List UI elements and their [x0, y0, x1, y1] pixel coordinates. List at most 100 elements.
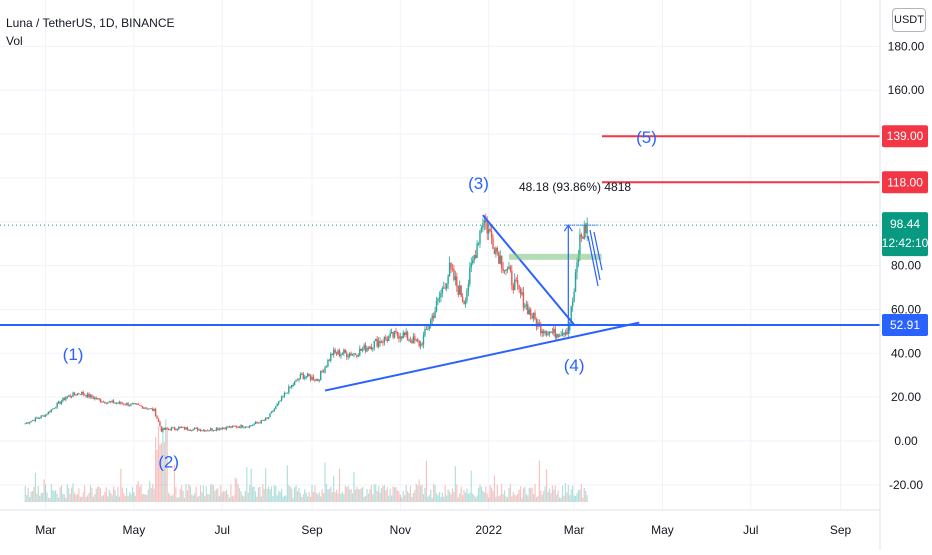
candle-body: [538, 322, 541, 325]
volume-bar: [375, 484, 377, 502]
currency-unit-button[interactable]: USDT: [892, 8, 926, 32]
volume-bar: [405, 485, 407, 502]
volume-bar: [253, 486, 255, 502]
candle-body: [140, 405, 142, 407]
trendline: [324, 321, 640, 392]
grid: [0, 0, 880, 510]
volume-bar: [483, 492, 485, 502]
candle-body: [250, 425, 252, 427]
candle-body: [34, 417, 37, 422]
volume-bar: [240, 491, 242, 502]
candle-body: [217, 428, 219, 430]
volume-bar: [69, 493, 71, 502]
x-tick-label: Mar: [35, 523, 56, 537]
volume-bar: [543, 491, 545, 502]
volume-bar: [341, 491, 344, 502]
symbol-title[interactable]: Luna / TetherUS, 1D, BINANCE: [6, 16, 175, 30]
volume-bar: [243, 496, 245, 502]
candle-body: [79, 394, 82, 395]
candle-body: [240, 425, 242, 428]
volume-bar: [231, 496, 233, 502]
candle-body: [123, 403, 125, 405]
volume-bar: [62, 493, 64, 502]
volume-bar: [237, 484, 239, 502]
drawings: 48.18 (93.86%) 4818 (1) (2) (3) (4) (5): [0, 128, 880, 471]
candle-body: [189, 430, 192, 431]
volume-bar: [44, 484, 47, 502]
candle-body: [567, 330, 570, 335]
y-tick-label: 0.00: [894, 434, 918, 448]
candle-body: [111, 400, 113, 402]
x-tick-label: May: [123, 523, 146, 537]
candle-body: [489, 229, 491, 231]
candle-body: [209, 428, 212, 431]
candle-body: [76, 393, 79, 396]
volume-bar: [159, 444, 161, 502]
candle-body: [59, 401, 61, 404]
volume-bar: [440, 496, 442, 502]
volume-bar: [82, 492, 84, 502]
volume-bar: [115, 495, 118, 502]
candle-body: [183, 426, 186, 430]
volume-bar: [392, 486, 394, 502]
volume-bar: [94, 494, 96, 502]
volume-bar: [370, 485, 372, 502]
candle-body: [377, 340, 380, 347]
candle-body: [495, 247, 497, 255]
candle-body: [160, 426, 163, 432]
volume-bar: [101, 496, 103, 502]
volume-bar: [346, 487, 348, 502]
volume-bar: [56, 493, 58, 502]
candle-body: [305, 376, 307, 378]
candle-body: [137, 404, 139, 406]
volume-bar: [545, 469, 548, 502]
volume-bar: [298, 488, 300, 502]
volume-bar: [307, 496, 309, 502]
volume-bar: [522, 488, 525, 502]
volume-bar: [519, 486, 522, 502]
volume-bar: [72, 483, 74, 502]
candle-body: [580, 234, 583, 238]
candle-body: [435, 301, 438, 311]
volume-bar: [288, 485, 290, 502]
candle-body: [26, 422, 28, 424]
volume-bar: [282, 496, 284, 502]
volume-bar: [36, 493, 38, 502]
candle-body: [272, 411, 274, 413]
candle-body: [264, 418, 267, 421]
candle-body: [348, 353, 351, 357]
candle-body: [335, 352, 338, 355]
volume-bar: [84, 485, 86, 502]
candle-body: [427, 328, 429, 330]
volume-bar: [179, 489, 181, 502]
volume-bar: [173, 464, 176, 502]
volume-bar: [195, 486, 197, 502]
volume-bar: [165, 419, 167, 502]
candle-body: [162, 428, 164, 432]
volume-bar: [169, 494, 171, 502]
candle-body: [273, 408, 276, 412]
volume-bar: [502, 494, 504, 502]
candle-body: [364, 344, 367, 352]
volume-bar: [225, 489, 228, 502]
candle-body: [40, 415, 42, 418]
candle-body: [353, 353, 355, 355]
candle-body: [584, 224, 587, 234]
volume-bar: [331, 492, 333, 502]
candle-body: [318, 380, 320, 381]
volume-bar: [464, 492, 467, 502]
volume-bar: [344, 485, 346, 502]
volume-bar: [551, 485, 553, 502]
candle-body: [501, 255, 503, 269]
volume-bar: [279, 492, 281, 502]
volume-bar: [108, 489, 110, 502]
volume-label[interactable]: Vol: [6, 34, 23, 48]
candle-body: [60, 401, 63, 404]
candle-body: [312, 376, 315, 381]
volume-bar: [272, 496, 274, 502]
candle-body: [70, 396, 73, 398]
candle-body: [366, 347, 368, 352]
volume-bar: [585, 490, 587, 502]
